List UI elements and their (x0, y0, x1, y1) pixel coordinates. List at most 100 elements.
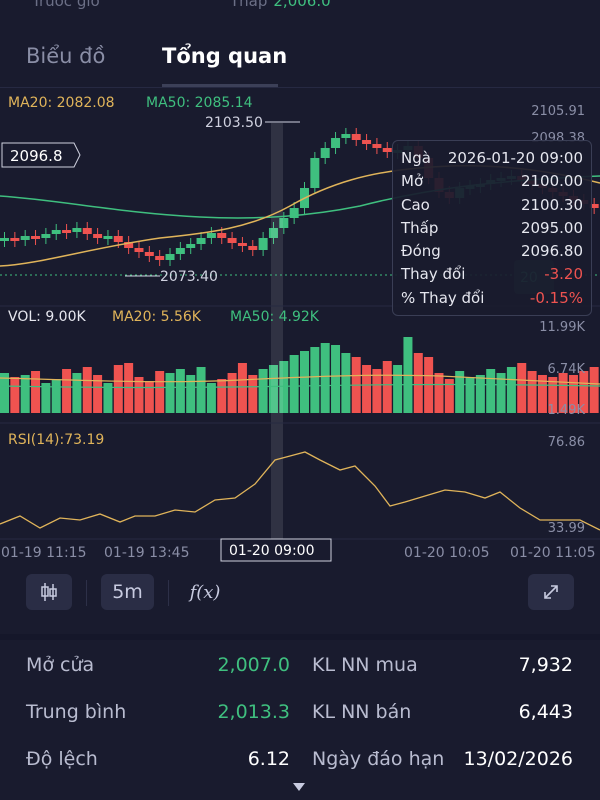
volume-bar (113, 365, 123, 413)
candle (186, 244, 196, 248)
ma50-legend: MA50: 2085.14 (146, 95, 253, 111)
volume-bar (227, 373, 237, 413)
vol-tick-low: 1.49K (548, 403, 586, 418)
volume-bar (465, 377, 475, 413)
expiry-value: 13/02/2026 (463, 748, 573, 770)
candle (175, 248, 185, 254)
candle (351, 134, 361, 140)
foreign-buy-value: 7,932 (518, 654, 573, 676)
volume-bar (20, 375, 30, 413)
volume-bar (331, 345, 341, 413)
volume-bar (186, 375, 196, 413)
indicator-button[interactable]: f(x) (182, 574, 228, 610)
volume-bar (341, 353, 351, 413)
vol-ma20-legend: MA20: 5.56K (112, 309, 202, 325)
volume-bar (237, 363, 247, 413)
vol-tick-top: 11.99K (539, 320, 585, 335)
foreign-sell-label: KL NN bán (312, 701, 412, 723)
candle (331, 138, 341, 148)
vol-ma50-legend: MA50: 4.92K (230, 309, 320, 325)
section-divider (0, 634, 600, 640)
tooltip-row-low: Thấp 2095.00 (401, 218, 583, 237)
rsi-line (0, 451, 600, 531)
stats-row: Trung bình 2,013.3 KL NN bán 6,443 (0, 701, 600, 741)
candlestick-icon (41, 583, 57, 601)
low-value: 2,006.0 (273, 0, 331, 10)
candle (279, 218, 289, 228)
volume-bar (579, 371, 589, 413)
candle (103, 236, 113, 239)
current-price-tag (1, 142, 81, 168)
candle (165, 254, 175, 260)
vol-tick-mid: 6.74K (548, 362, 586, 377)
volume-bar (382, 361, 392, 413)
foreign-buy-label: KL NN mua (312, 654, 418, 676)
volume-bar (134, 377, 144, 413)
candle (196, 238, 206, 244)
volume-bar (103, 383, 113, 413)
candle (31, 236, 41, 239)
tooltip-row-time: Ngà 2026-01-20 09:00 (401, 149, 583, 167)
volume-bar (320, 343, 330, 413)
rsi-tick-top: 76.86 (548, 435, 585, 450)
candle (258, 238, 268, 250)
expand-caret-icon[interactable] (293, 783, 305, 791)
candle (362, 140, 372, 144)
candlestick-button[interactable] (26, 574, 72, 610)
volume-bar (486, 369, 496, 413)
volume-bar (455, 371, 465, 413)
volume-bar (300, 351, 309, 413)
high-label: 2103.50 (205, 115, 263, 131)
average-value: 2,013.3 (217, 701, 290, 723)
basis-value: 6.12 (247, 748, 290, 770)
volume-bar (165, 373, 175, 413)
time-tick: 01-20 10:05 (404, 545, 489, 561)
volume-bar (268, 365, 278, 413)
candle (320, 148, 330, 158)
volume-bar (62, 369, 72, 413)
candle (0, 238, 9, 241)
time-tick: 01-19 11:15 (1, 545, 86, 561)
divider (0, 87, 600, 88)
volume-bar (444, 379, 454, 413)
tab-bar: Biểu đồ Tổng quan (0, 14, 600, 87)
crosshair-time-label: 01-20 09:00 (229, 543, 314, 559)
candle (113, 236, 123, 242)
volume-bar (175, 369, 185, 413)
candle (372, 144, 382, 148)
volume-bar (258, 369, 268, 413)
volume-bar (589, 367, 599, 413)
volume-bar (217, 379, 227, 413)
candle (20, 236, 30, 240)
candle (310, 158, 320, 188)
crosshair-time-box (220, 538, 332, 562)
candle (155, 256, 165, 260)
expiry-label: Ngày đáo hạn (312, 748, 445, 770)
active-tab-indicator (162, 84, 278, 87)
candle (589, 204, 599, 208)
volume-bar (310, 347, 320, 413)
low-label: 2073.40 (160, 269, 218, 285)
candle (382, 148, 392, 152)
tab-overview[interactable]: Tổng quan (162, 44, 288, 68)
volume-bar (289, 355, 299, 413)
volume-bar (41, 383, 51, 413)
vol-ma50-line (0, 383, 600, 389)
crosshair-column (271, 123, 283, 543)
volume-bar (82, 367, 92, 413)
open-label: Mở cửa (26, 654, 95, 676)
overview-stats: Mở cửa 2,007.0 KL NN mua 7,932 Trung bìn… (0, 640, 600, 800)
candle (62, 230, 72, 233)
time-tick: 01-20 11:05 (510, 545, 595, 561)
tooltip-row-high: Cao 2100.30 (401, 195, 583, 214)
candle (93, 234, 103, 238)
volume-bar (93, 375, 103, 413)
volume-bar (475, 375, 485, 413)
expand-icon (544, 585, 558, 599)
fullscreen-button[interactable] (528, 574, 574, 610)
time-tick: 01-19 13:45 (104, 545, 189, 561)
tab-chart[interactable]: Biểu đồ (26, 44, 106, 68)
candle (41, 234, 51, 238)
volume-bar (31, 371, 41, 413)
interval-button[interactable]: 5m (101, 574, 154, 610)
